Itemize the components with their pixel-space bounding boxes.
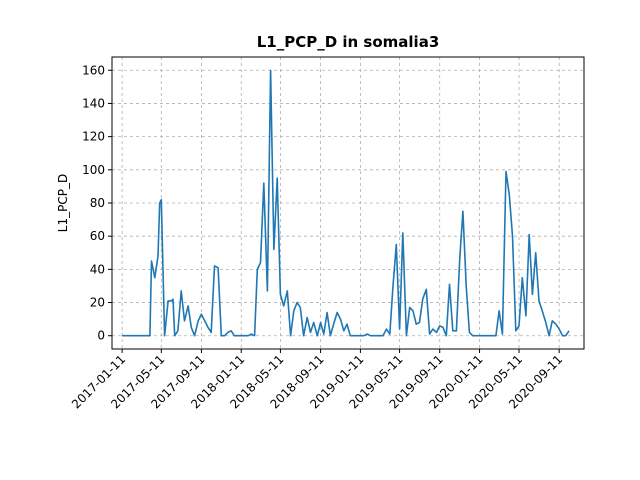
y-tick-label: 120 [82, 130, 105, 144]
y-tick-label: 80 [90, 196, 105, 210]
y-axis-label: L1_PCP_D [56, 174, 70, 232]
chart-title: L1_PCP_D in somalia3 [257, 33, 440, 51]
y-tick-label: 140 [82, 96, 105, 110]
y-tick-label: 100 [82, 163, 105, 177]
y-tick-label: 40 [90, 262, 105, 276]
data-series-line [122, 69, 570, 337]
plot-frame [111, 56, 585, 350]
y-tick-label: 160 [82, 63, 105, 77]
y-axis-ticks: 0 20 40 60 80 100 120 140 160 [82, 63, 112, 343]
y-tick-label: 20 [90, 296, 105, 310]
grid-lines [112, 57, 584, 349]
y-tick-label: 60 [90, 229, 105, 243]
x-axis-ticks: 2017-01-112017-05-112017-09-112018-01-11… [69, 349, 565, 411]
y-tick-label: 0 [97, 329, 105, 343]
